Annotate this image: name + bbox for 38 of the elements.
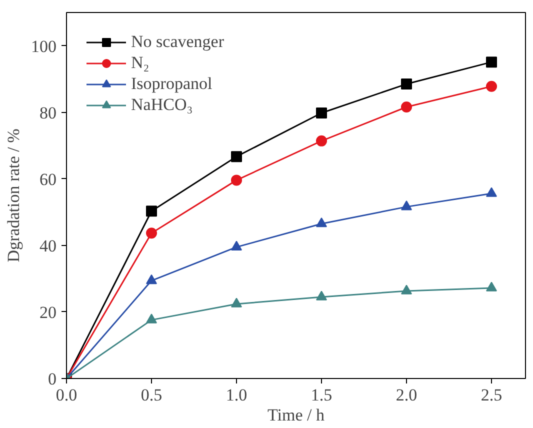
- point: [486, 187, 497, 197]
- x-tick-label: 2.5: [480, 386, 502, 404]
- x-axis-title: Time / h: [268, 406, 325, 424]
- x-tick-label: 2.0: [396, 386, 418, 404]
- point: [316, 290, 327, 300]
- y-tick-label: 80: [40, 103, 56, 122]
- legend-label: Isopropanol: [131, 74, 212, 94]
- point: [401, 78, 412, 90]
- point: [316, 218, 327, 228]
- y-tick-label: 20: [40, 302, 56, 322]
- legend-label: N₂: [131, 53, 150, 73]
- legend-label: No scavenger: [131, 32, 224, 52]
- y-tick-label: 0: [48, 370, 56, 388]
- y-tick-label: 60: [40, 170, 56, 189]
- x-tick-label: 0.0: [56, 386, 78, 404]
- point: [231, 298, 242, 308]
- point: [146, 228, 157, 239]
- point: [401, 284, 412, 294]
- y-tick-label: 40: [40, 236, 56, 256]
- point: [401, 102, 412, 112]
- point: [231, 174, 242, 186]
- point: [316, 135, 327, 146]
- point: [486, 56, 497, 68]
- x-tick-label: 0.5: [140, 386, 162, 404]
- point: [146, 314, 157, 324]
- point: [231, 151, 242, 162]
- point: [316, 107, 327, 118]
- point: [486, 282, 497, 292]
- point: [231, 240, 242, 250]
- point: [146, 274, 157, 284]
- y-axis-title: Dgradation rate / %: [4, 128, 23, 262]
- x-tick-label: 1.5: [310, 386, 332, 404]
- x-tick-label: 1.0: [226, 386, 248, 404]
- y-tick-label: 100: [31, 36, 56, 56]
- point: [486, 80, 497, 92]
- legend-label: NaHCO₃: [131, 95, 193, 115]
- point: [401, 200, 412, 210]
- point: [146, 206, 157, 217]
